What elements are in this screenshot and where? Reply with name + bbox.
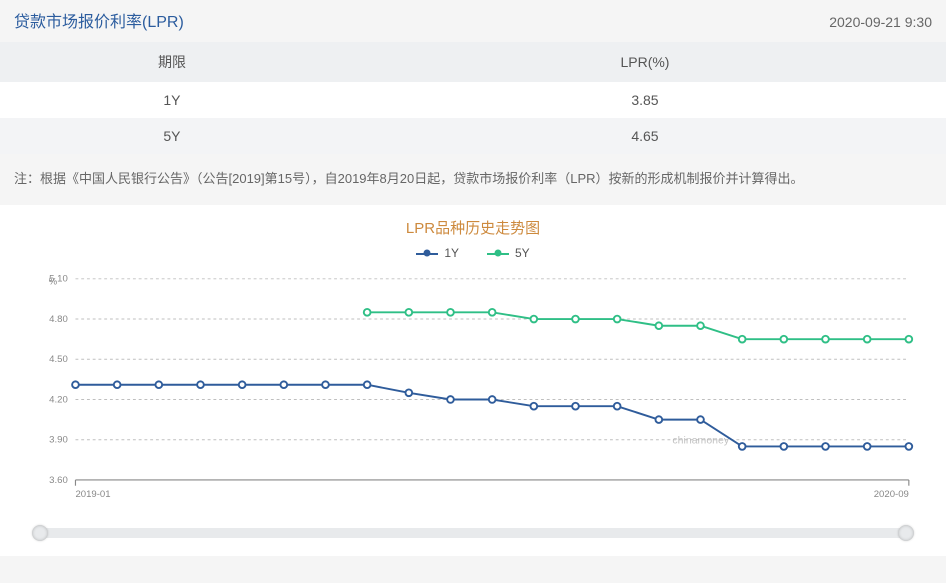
col-term: 期限 (0, 42, 344, 82)
svg-text:3.60: 3.60 (49, 475, 68, 486)
legend-swatch-icon (416, 248, 438, 258)
svg-text:4.80: 4.80 (49, 314, 68, 325)
svg-text:2019-01: 2019-01 (75, 489, 110, 500)
range-scrollbar (0, 518, 946, 556)
cell-value: 3.85 (344, 82, 946, 118)
legend-item-5y[interactable]: 5Y (487, 246, 530, 260)
col-lpr: LPR(%) (344, 42, 946, 82)
cell-term: 1Y (0, 82, 344, 118)
cell-term: 5Y (0, 118, 344, 154)
legend-label: 1Y (444, 246, 459, 260)
scrollbar-handle-left[interactable] (32, 525, 48, 541)
chart-section: LPR品种历史走势图 1Y 5Y 3.603.904.204.504.805.1… (0, 205, 946, 518)
legend-item-1y[interactable]: 1Y (416, 246, 459, 260)
svg-text:4.50: 4.50 (49, 354, 68, 365)
timestamp: 2020-09-21 9:30 (829, 14, 932, 30)
chart-canvas: 3.603.904.204.504.805.10%2019-012020-09c… (18, 264, 928, 512)
svg-text:2020-09: 2020-09 (874, 489, 909, 500)
page-title: 贷款市场报价利率(LPR) (14, 8, 184, 32)
chart-legend: 1Y 5Y (18, 246, 928, 260)
svg-text:chinamoney: chinamoney (672, 435, 729, 447)
svg-text:4.20: 4.20 (49, 394, 68, 405)
table-header-row: 期限 LPR(%) (0, 42, 946, 82)
svg-text:%: % (49, 277, 58, 288)
cell-value: 4.65 (344, 118, 946, 154)
scrollbar-handle-right[interactable] (898, 525, 914, 541)
legend-swatch-icon (487, 248, 509, 258)
footnote: 注：根据《中国人民银行公告》（公告[2019]第15号），自2019年8月20日… (0, 154, 946, 205)
svg-text:3.90: 3.90 (49, 435, 68, 446)
scrollbar-track[interactable] (40, 528, 906, 538)
lpr-table: 期限 LPR(%) 1Y 3.85 5Y 4.65 (0, 42, 946, 154)
legend-label: 5Y (515, 246, 530, 260)
lpr-line-chart: 3.603.904.204.504.805.10%2019-012020-09c… (18, 264, 928, 512)
table-row: 5Y 4.65 (0, 118, 946, 154)
table-row: 1Y 3.85 (0, 82, 946, 118)
header: 贷款市场报价利率(LPR) 2020-09-21 9:30 (0, 0, 946, 42)
chart-title: LPR品种历史走势图 (18, 217, 928, 238)
